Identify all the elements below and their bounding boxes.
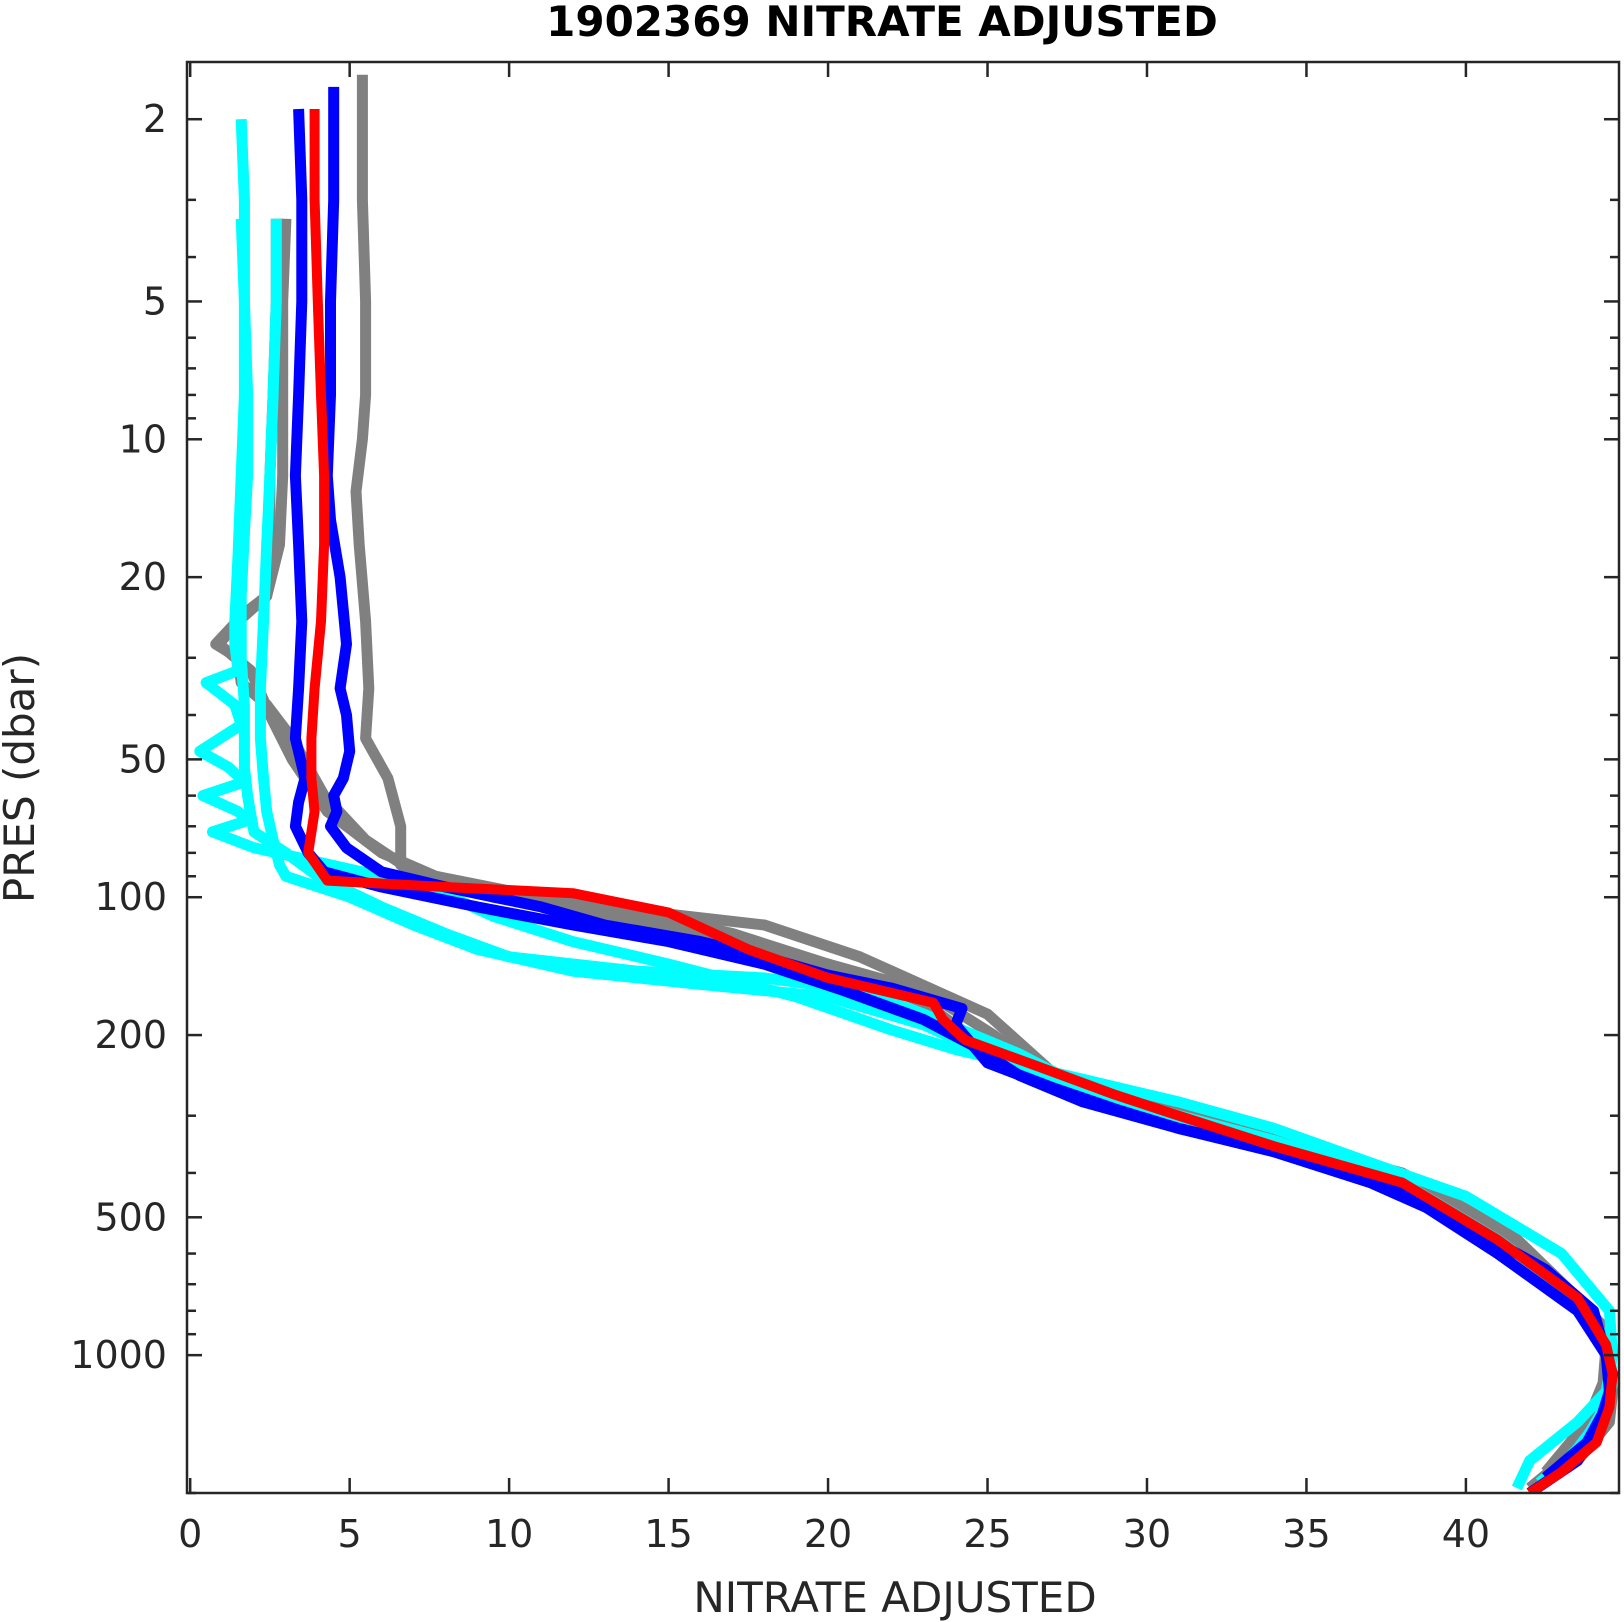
y-tick-label: 5 bbox=[143, 279, 167, 323]
x-tick-label: 30 bbox=[1123, 1512, 1171, 1556]
chart-title: 1902369 NITRATE ADJUSTED bbox=[546, 0, 1218, 46]
x-tick-label: 25 bbox=[963, 1512, 1011, 1556]
profile-line-8 bbox=[321, 86, 1619, 1482]
profile-line-4 bbox=[194, 118, 1619, 1491]
x-tick-label: 10 bbox=[485, 1512, 533, 1556]
profile-line-2 bbox=[210, 218, 1615, 1493]
y-tick-label: 1000 bbox=[70, 1333, 167, 1377]
y-axis-label: PRES (dbar) bbox=[0, 653, 44, 903]
x-tick-label: 5 bbox=[338, 1512, 362, 1556]
x-tick-label: 20 bbox=[804, 1512, 852, 1556]
profile-line-7 bbox=[289, 108, 1615, 1493]
y-tick-label: 2 bbox=[143, 97, 167, 141]
x-tick-label: 0 bbox=[178, 1512, 202, 1556]
series-layer bbox=[194, 74, 1619, 1493]
y-tick-label: 50 bbox=[119, 737, 167, 781]
plot-frame bbox=[185, 60, 1621, 1495]
y-tick-label: 200 bbox=[94, 1013, 167, 1057]
x-tick-label: 15 bbox=[644, 1512, 692, 1556]
y-tick-label: 500 bbox=[94, 1195, 167, 1239]
y-tick-label: 20 bbox=[119, 555, 167, 599]
profile-line-5 bbox=[235, 218, 1619, 1487]
y-tick-label: 100 bbox=[94, 875, 167, 919]
x-tick-label: 35 bbox=[1282, 1512, 1330, 1556]
profile-line-9 bbox=[303, 109, 1618, 1493]
profile-line-1 bbox=[350, 74, 1619, 1493]
y-tick-label: 10 bbox=[119, 417, 167, 461]
profile-line-6 bbox=[254, 218, 1615, 1488]
x-tick-label: 40 bbox=[1442, 1512, 1490, 1556]
x-axis-label: NITRATE ADJUSTED bbox=[693, 1573, 1096, 1622]
profile-line-3 bbox=[213, 218, 1612, 1476]
